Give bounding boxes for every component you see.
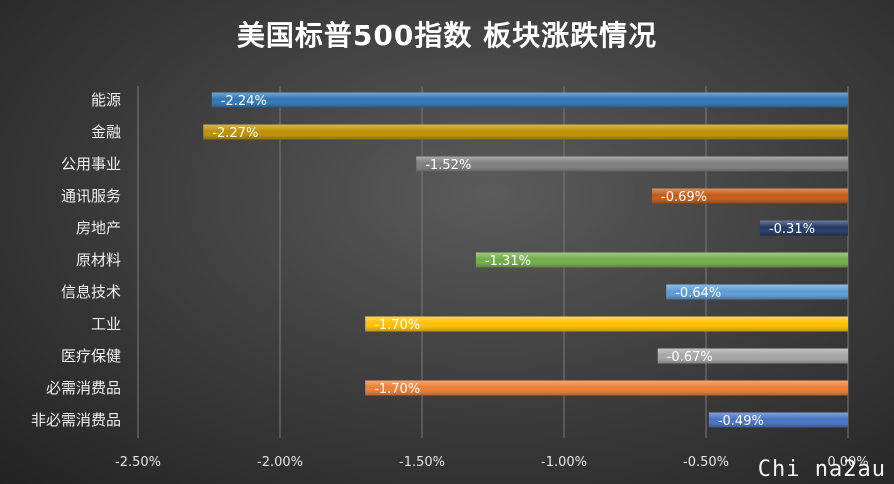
x-tick-label: 0.00% <box>827 455 868 470</box>
x-tick-label: -1.00% <box>541 455 587 470</box>
watermark: Chi na2au <box>757 457 886 482</box>
data-label: -1.70% <box>374 318 420 333</box>
data-label: -1.52% <box>425 158 471 173</box>
category-label: 必需消费品 <box>46 379 121 397</box>
data-label: -0.69% <box>661 190 707 205</box>
bar <box>657 348 848 364</box>
bar-shade <box>657 348 848 364</box>
x-axis-tick-labels: -2.50% -2.00% -1.50% -1.00% -0.50% 0.00% <box>115 455 869 470</box>
category-label: 通讯服务 <box>61 187 121 205</box>
data-labels: -2.24% -2.27% -1.52% -0.69% -0.31% -1.31% -0.6… <box>212 94 815 429</box>
chart-title: 美国标普500指数 板块涨跌情况 <box>236 19 658 52</box>
category-label: 房地产 <box>76 219 121 237</box>
data-label: -0.64% <box>675 286 721 301</box>
bar <box>211 92 849 108</box>
x-tick-label: -2.50% <box>115 455 161 470</box>
bar <box>365 380 848 396</box>
x-tick-label: -0.50% <box>683 455 729 470</box>
x-tick-label: -2.00% <box>257 455 303 470</box>
bar-shade <box>416 156 848 172</box>
data-label: -2.24% <box>221 94 267 109</box>
bar <box>652 188 848 204</box>
data-label: -1.31% <box>485 254 531 269</box>
bar <box>365 316 848 332</box>
bar-shade <box>365 316 848 332</box>
bar-shade <box>652 188 848 204</box>
bar <box>203 124 848 140</box>
category-label: 医疗保健 <box>61 347 121 365</box>
bar-shade <box>203 124 848 140</box>
bar-shade <box>708 412 848 428</box>
category-label: 非必需消费品 <box>31 411 121 429</box>
bar-shade <box>211 92 849 108</box>
category-label: 原材料 <box>76 251 121 269</box>
bar <box>475 252 848 268</box>
data-label: -0.67% <box>667 350 713 365</box>
x-tick-label: -1.50% <box>399 455 445 470</box>
category-label: 工业 <box>91 315 121 333</box>
category-label: 能源 <box>91 91 121 109</box>
bar-shade <box>759 220 848 236</box>
category-label: 公用事业 <box>61 155 121 173</box>
bar <box>759 220 848 236</box>
category-label: 金融 <box>91 123 121 141</box>
category-label: 信息技术 <box>61 283 121 301</box>
bar <box>708 412 848 428</box>
data-label: -2.27% <box>212 126 258 141</box>
data-label: -0.49% <box>718 414 764 429</box>
bar <box>416 156 848 172</box>
bar-shade <box>666 284 848 300</box>
data-label: -1.70% <box>374 382 420 397</box>
bars <box>203 92 849 428</box>
bar <box>666 284 848 300</box>
bar-shade <box>475 252 848 268</box>
data-label: -0.31% <box>769 222 815 237</box>
bar-shade <box>365 380 848 396</box>
